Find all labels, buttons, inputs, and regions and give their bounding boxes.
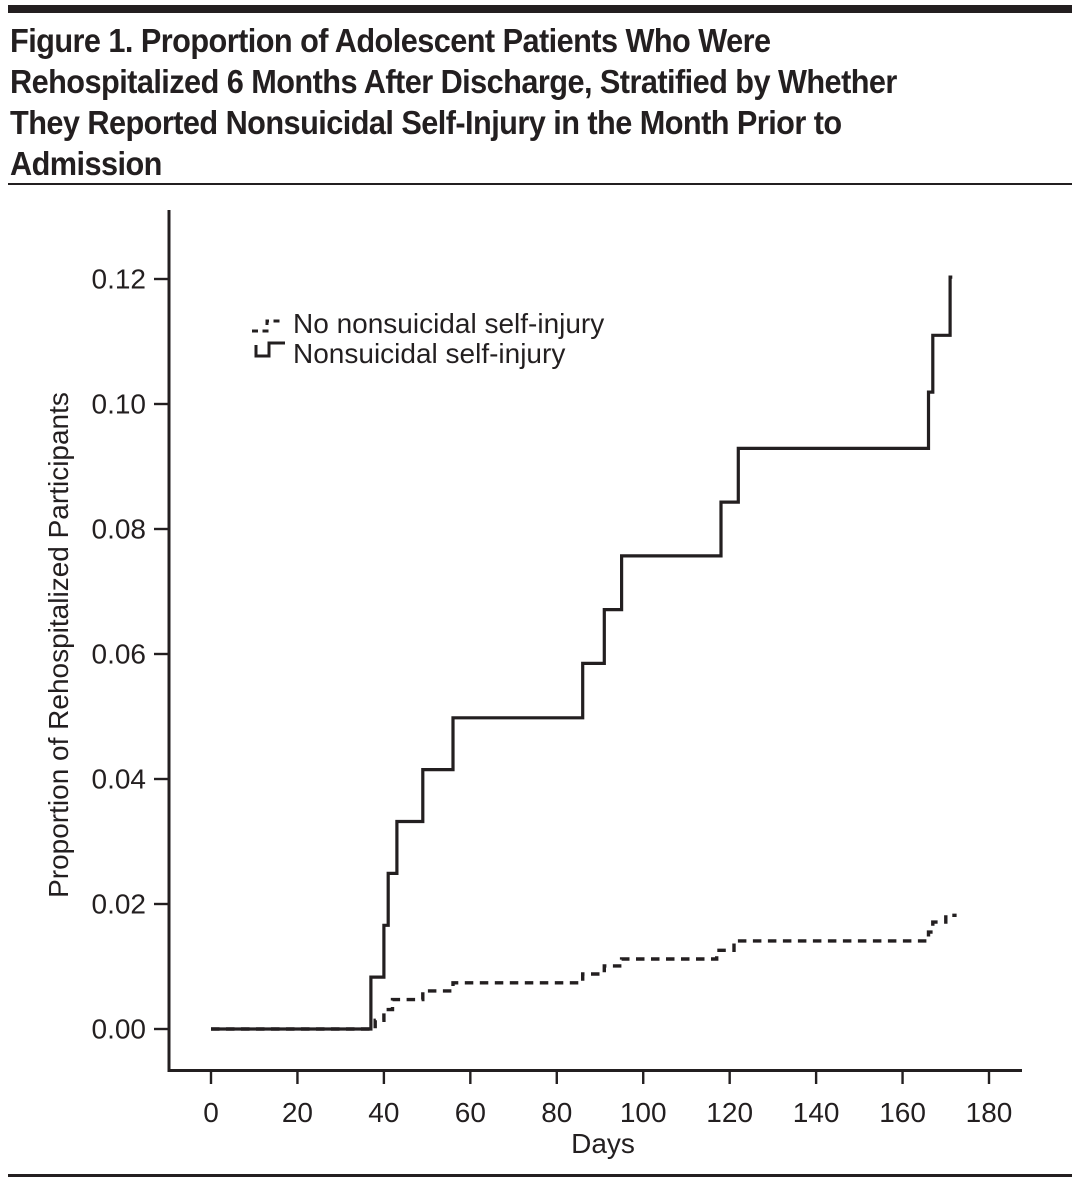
- legend-label-no-nssi: No nonsuicidal self-injury: [293, 308, 604, 339]
- x-tick-label: 120: [706, 1097, 753, 1128]
- legend: No nonsuicidal self-injury Nonsuicidal s…: [252, 308, 604, 369]
- x-tick-label: 0: [203, 1097, 219, 1128]
- x-tick-label: 40: [368, 1097, 399, 1128]
- y-tick-label: 0.08: [92, 514, 147, 545]
- x-tick-label: 140: [793, 1097, 840, 1128]
- y-tick-labels: 0.00 0.02 0.04 0.06 0.08 0.10 0.12: [92, 264, 147, 1045]
- figure-caption-line-3: They Reported Nonsuicidal Self-Injury in…: [10, 104, 842, 141]
- figure-caption: Figure 1. Proportion of Adolescent Patie…: [10, 20, 1079, 184]
- bottom-rule: [8, 1174, 1072, 1177]
- legend-dashed-step-icon: [252, 319, 284, 333]
- legend-label-nssi: Nonsuicidal self-injury: [293, 338, 565, 369]
- x-ticks: [209, 1071, 991, 1084]
- series-no-nssi-line: [211, 913, 957, 1031]
- y-tick-label: 0.12: [92, 264, 147, 295]
- series-nssi-line: [211, 275, 953, 1031]
- x-tick-label: 80: [541, 1097, 572, 1128]
- x-tick-label: 60: [455, 1097, 486, 1128]
- x-axis-title: Days: [571, 1128, 635, 1159]
- y-ticks: [154, 277, 168, 1031]
- x-tick-labels: 0 20 40 60 80 100 120 140 160 180: [203, 1097, 1012, 1128]
- y-tick-label: 0.00: [92, 1014, 147, 1045]
- figure-caption-line-4: Admission: [10, 145, 162, 182]
- y-tick-label: 0.06: [92, 639, 147, 670]
- x-tick-label: 20: [282, 1097, 313, 1128]
- figure-caption-line-2: Rehospitalized 6 Months After Discharge,…: [10, 63, 897, 100]
- figure-caption-line-1: Figure 1. Proportion of Adolescent Patie…: [10, 22, 771, 59]
- caption-divider: [8, 183, 1072, 185]
- top-rule: [8, 5, 1072, 13]
- y-axis-title: Proportion of Rehospitalized Participant…: [43, 392, 74, 898]
- x-tick-label: 160: [879, 1097, 926, 1128]
- y-tick-label: 0.10: [92, 389, 147, 420]
- x-tick-label: 100: [620, 1097, 667, 1128]
- legend-solid-step-icon: [254, 341, 285, 358]
- y-tick-label: 0.04: [92, 764, 147, 795]
- x-tick-label: 180: [966, 1097, 1013, 1128]
- y-tick-label: 0.02: [92, 889, 147, 920]
